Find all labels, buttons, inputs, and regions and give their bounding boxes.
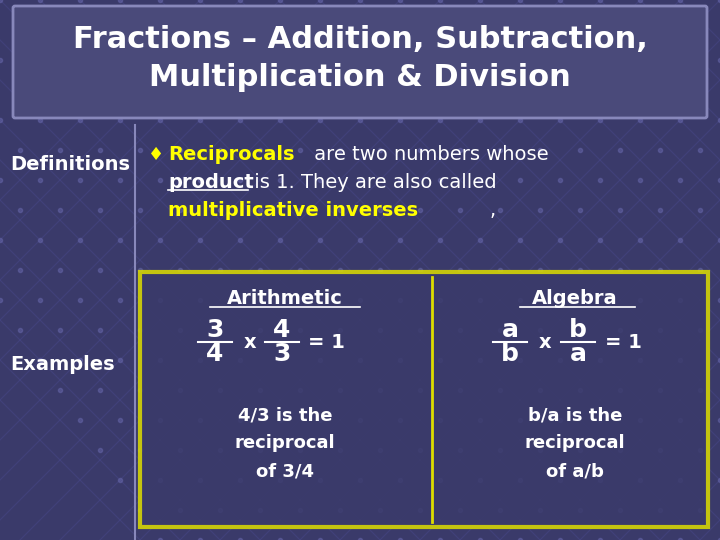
- Text: x: x: [539, 333, 552, 352]
- Text: 4/3 is the: 4/3 is the: [238, 406, 332, 424]
- Text: b: b: [501, 342, 519, 366]
- Text: ♦: ♦: [148, 146, 164, 164]
- FancyBboxPatch shape: [13, 6, 707, 118]
- Text: = 1: = 1: [605, 333, 642, 352]
- Text: b/a is the: b/a is the: [528, 406, 622, 424]
- Text: Fractions – Addition, Subtraction,: Fractions – Addition, Subtraction,: [73, 25, 647, 55]
- Text: x: x: [243, 333, 256, 352]
- Text: reciprocal: reciprocal: [525, 434, 625, 452]
- Text: Multiplication & Division: Multiplication & Division: [149, 64, 571, 92]
- Text: 3: 3: [207, 318, 224, 342]
- Text: Definitions: Definitions: [10, 156, 130, 174]
- Text: Reciprocals: Reciprocals: [168, 145, 294, 165]
- FancyBboxPatch shape: [140, 272, 708, 527]
- Text: 4: 4: [274, 318, 291, 342]
- Text: reciprocal: reciprocal: [235, 434, 336, 452]
- Text: Examples: Examples: [10, 355, 114, 375]
- Text: of a/b: of a/b: [546, 462, 604, 480]
- Text: 4: 4: [207, 342, 224, 366]
- Text: = 1: = 1: [308, 333, 345, 352]
- Text: ,: ,: [490, 201, 496, 220]
- Text: is 1. They are also called: is 1. They are also called: [248, 173, 497, 192]
- Text: b: b: [569, 318, 587, 342]
- Text: product: product: [168, 173, 253, 192]
- Text: Algebra: Algebra: [532, 288, 618, 307]
- Text: are two numbers whose: are two numbers whose: [308, 145, 549, 165]
- Text: multiplicative inverses: multiplicative inverses: [168, 201, 418, 220]
- Text: Arithmetic: Arithmetic: [227, 288, 343, 307]
- Text: a: a: [570, 342, 587, 366]
- Text: 3: 3: [274, 342, 291, 366]
- Text: a: a: [502, 318, 518, 342]
- Text: of 3/4: of 3/4: [256, 462, 314, 480]
